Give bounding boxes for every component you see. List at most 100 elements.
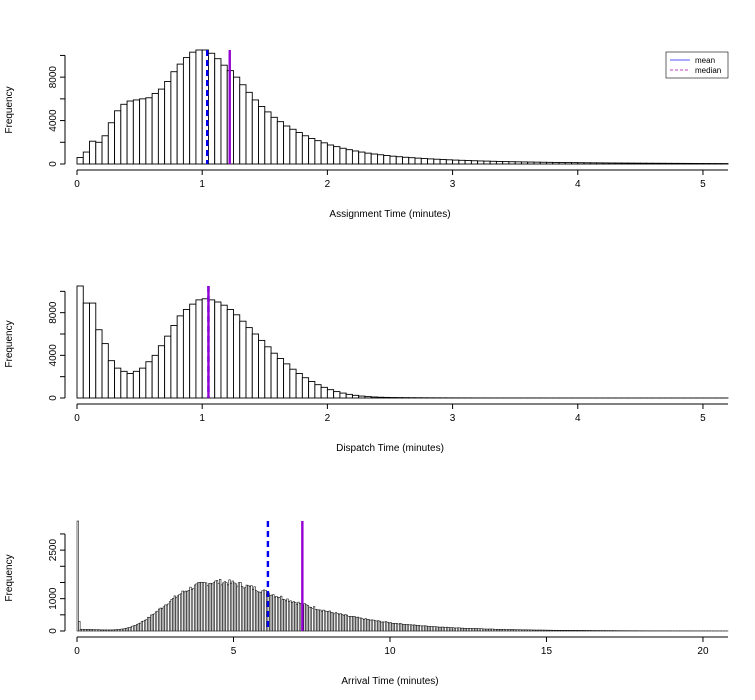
histogram-bar bbox=[495, 160, 504, 165]
histogram-bar bbox=[664, 162, 673, 165]
histogram-bar bbox=[283, 363, 291, 399]
histogram-bar bbox=[120, 103, 128, 165]
histogram-bar bbox=[107, 360, 116, 399]
histogram-bar bbox=[82, 151, 90, 165]
histogram-bar bbox=[214, 58, 222, 165]
assignment-histogram-panel: 0 1 2 3 4 5 0 4000 8000 Assignment Time (minute… bbox=[4, 49, 729, 220]
x-tick-label: 0 bbox=[74, 413, 80, 424]
histogram-bar bbox=[627, 162, 635, 165]
histogram-bar bbox=[126, 100, 134, 165]
histogram-bar bbox=[351, 150, 360, 165]
histogram-bar bbox=[107, 122, 116, 165]
y-tick-label: 8000 bbox=[48, 66, 59, 89]
histogram-bar bbox=[145, 97, 153, 165]
histogram-bar bbox=[95, 141, 103, 165]
y-tick-label: 4000 bbox=[48, 109, 59, 132]
arrival-y-axis-title: Frequency bbox=[4, 554, 15, 601]
y-tick-label: 4000 bbox=[48, 344, 59, 367]
dispatch-histogram-panel: 0 1 2 3 4 5 0 4000 8000 Dispatch Time (minutes)… bbox=[4, 285, 729, 454]
histogram-bar bbox=[89, 302, 97, 399]
x-tick-label: 20 bbox=[697, 646, 709, 657]
legend: mean median bbox=[665, 51, 729, 79]
histogram-bar bbox=[239, 320, 247, 399]
histogram-bar bbox=[583, 162, 591, 165]
histogram-bar bbox=[245, 91, 253, 165]
histogram-bar bbox=[377, 154, 385, 165]
histogram-bar bbox=[345, 149, 353, 165]
histogram-bar bbox=[295, 132, 303, 165]
histogram-bar bbox=[270, 352, 278, 399]
histogram-bar bbox=[270, 116, 278, 165]
histogram-bar bbox=[264, 346, 272, 399]
x-tick-label: 4 bbox=[575, 413, 581, 424]
x-tick-label: 0 bbox=[74, 179, 80, 190]
histogram-bar bbox=[114, 110, 122, 165]
histogram-bar bbox=[652, 162, 660, 165]
histogram-bar bbox=[132, 99, 141, 165]
histogram-bar bbox=[289, 128, 297, 165]
x-tick-label: 10 bbox=[384, 646, 396, 657]
x-tick-label: 1 bbox=[199, 413, 205, 424]
x-tick-label: 5 bbox=[231, 646, 237, 657]
histogram-bar bbox=[164, 81, 172, 165]
histogram-bar bbox=[326, 389, 335, 399]
histogram-bar bbox=[427, 158, 435, 165]
histogram-bar bbox=[82, 302, 90, 399]
histogram-bar bbox=[364, 152, 372, 165]
dispatch-y-axis-title: Frequency bbox=[4, 320, 15, 367]
y-tick-label: 0 bbox=[48, 628, 59, 634]
histogram-bar bbox=[433, 158, 441, 165]
y-tick-label: 2500 bbox=[48, 539, 59, 562]
histogram-bar bbox=[477, 160, 485, 165]
x-tick-label: 0 bbox=[74, 646, 80, 657]
histogram-bar bbox=[139, 367, 147, 399]
histogram-bar bbox=[301, 135, 310, 165]
arrival-y-axis: 0 1000 2500 bbox=[48, 533, 66, 634]
histogram-bar bbox=[176, 315, 184, 399]
histogram-bar bbox=[414, 157, 422, 165]
x-tick-label: 3 bbox=[450, 179, 456, 190]
histogram-bar bbox=[351, 394, 360, 399]
arrival-x-axis-title: Arrival Time (minutes) bbox=[341, 676, 438, 687]
histogram-bar bbox=[571, 162, 579, 165]
histogram-bar bbox=[533, 161, 541, 165]
histogram-bar bbox=[614, 162, 623, 165]
histogram-bar bbox=[452, 159, 460, 165]
x-tick-label: 5 bbox=[700, 413, 706, 424]
histogram-bar bbox=[508, 161, 516, 165]
histogram-bar bbox=[258, 106, 266, 165]
histogram-bar bbox=[483, 160, 491, 165]
histogram-bar bbox=[671, 162, 679, 165]
histogram-bar bbox=[101, 135, 109, 165]
assignment-x-axis-title: Assignment Time (minutes) bbox=[329, 209, 450, 220]
histogram-bar bbox=[120, 370, 128, 399]
histogram-bar bbox=[214, 301, 222, 399]
histogram-bar bbox=[139, 98, 147, 165]
histogram-bar bbox=[445, 159, 454, 165]
histogram-bar bbox=[345, 393, 353, 399]
histogram-bar bbox=[539, 161, 547, 165]
histogram-bar bbox=[320, 142, 328, 165]
histogram-bar bbox=[176, 63, 184, 165]
histogram-bar bbox=[339, 147, 347, 165]
legend-median-label: median bbox=[695, 66, 721, 75]
histogram-bar bbox=[308, 138, 316, 165]
histogram-bar bbox=[220, 304, 228, 399]
histogram-bar bbox=[696, 163, 704, 165]
histogram-bar bbox=[439, 159, 447, 165]
histogram-bar bbox=[314, 140, 322, 165]
y-tick-label: 8000 bbox=[48, 301, 59, 324]
assignment-reference-lines bbox=[205, 50, 231, 164]
histogram-bar bbox=[320, 386, 328, 399]
histogram-bar bbox=[464, 160, 472, 165]
dispatch-x-axis: 0 1 2 3 4 5 bbox=[74, 403, 728, 424]
histogram-bar bbox=[301, 377, 310, 399]
histogram-bar bbox=[364, 396, 372, 399]
histogram-bar bbox=[289, 368, 297, 399]
histogram-bar bbox=[195, 49, 203, 165]
histogram-bar bbox=[589, 162, 597, 165]
histogram-bar bbox=[339, 392, 347, 399]
histogram-bar bbox=[677, 162, 685, 165]
